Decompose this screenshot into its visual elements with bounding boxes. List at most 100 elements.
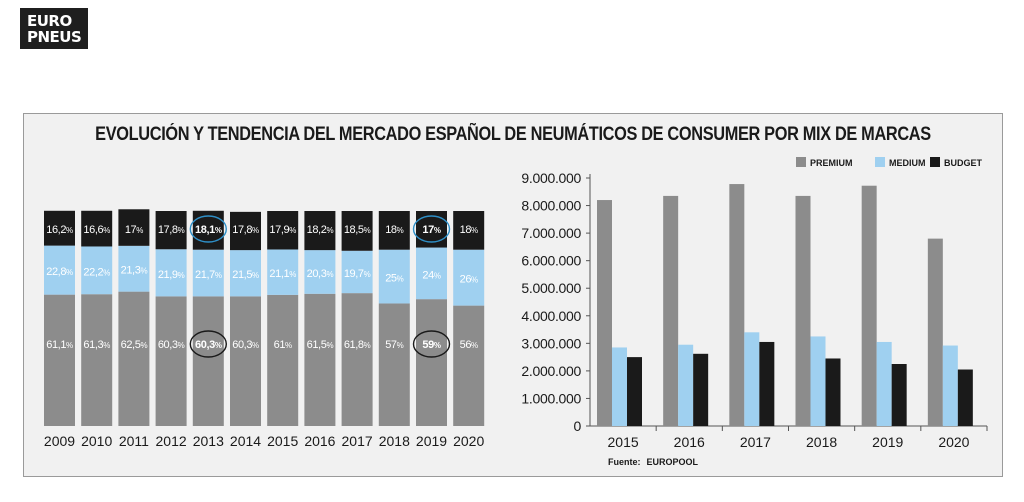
bar-medium-2020 bbox=[942, 345, 958, 426]
segment-premium-2012 bbox=[155, 296, 187, 426]
y-tick-label: 3.000.000 bbox=[521, 335, 581, 351]
segment-premium-2013 bbox=[192, 296, 224, 426]
highlight-ring-premium-2019 bbox=[412, 330, 451, 358]
label-budget-2009: 16,2% bbox=[46, 224, 73, 236]
bar-2017: 61,8% 19,7% 18,5% 2017 bbox=[342, 211, 373, 449]
label-budget-2018: 18% bbox=[385, 224, 403, 236]
segment-premium-2010 bbox=[81, 294, 113, 426]
logo-line-2: PNEUS bbox=[27, 28, 82, 46]
label-premium-2009: 61,1% bbox=[46, 339, 73, 351]
y-tick-label: 2.000.000 bbox=[521, 363, 581, 379]
label-medium-2010: 22,2% bbox=[83, 266, 110, 278]
y-tick-label: 4.000.000 bbox=[521, 308, 581, 324]
segment-budget-2011 bbox=[118, 209, 150, 246]
segment-budget-2009 bbox=[44, 210, 75, 246]
legend-label-premium: PREMIUM bbox=[810, 158, 853, 168]
bar-medium-2017 bbox=[744, 332, 760, 426]
segment-medium-2014 bbox=[230, 250, 261, 297]
label-budget-2019: 17% bbox=[422, 224, 440, 236]
bar-medium-2019 bbox=[876, 341, 892, 426]
bar-2013: 60,3% 21,7% 18,1% 2013 bbox=[189, 210, 228, 449]
label-premium-2018: 57% bbox=[385, 339, 403, 351]
segment-budget-2016 bbox=[304, 211, 336, 251]
highlight-ring-premium-2013 bbox=[189, 330, 228, 358]
x-tick-2013: 2013 bbox=[193, 433, 224, 449]
segment-premium-2017 bbox=[341, 293, 373, 426]
label-medium-2011: 21,3% bbox=[121, 265, 148, 277]
segment-medium-2012 bbox=[155, 249, 187, 297]
bar-medium-2016 bbox=[678, 344, 694, 426]
legend-swatch-budget bbox=[930, 157, 940, 167]
highlight-ring-budget-2013 bbox=[189, 215, 228, 243]
label-medium-2014: 21,5% bbox=[232, 269, 259, 281]
x-tick-2010: 2010 bbox=[81, 433, 112, 449]
stacked-share-chart: 61,1% 22,8% 16,2% 2009 61,3% 22,2% 16,6% 2010 62… bbox=[44, 209, 484, 449]
y-tick-label: 8.000.000 bbox=[521, 198, 581, 214]
bar-premium-2016 bbox=[663, 195, 679, 426]
segment-medium-2018 bbox=[378, 249, 410, 304]
segment-premium-2014 bbox=[230, 296, 261, 426]
y-tick-label: 0 bbox=[574, 418, 582, 434]
group-2020: 2020 bbox=[920, 238, 973, 450]
label-budget-2013: 18,1% bbox=[195, 224, 222, 236]
x-tick-2015: 2015 bbox=[267, 433, 298, 449]
label-budget-2017: 18,5% bbox=[344, 224, 371, 236]
y-tick-label: 7.000.000 bbox=[521, 225, 581, 241]
label-medium-2020: 26% bbox=[460, 274, 478, 286]
segment-medium-2015 bbox=[267, 249, 299, 295]
label-budget-2014: 17,8% bbox=[232, 224, 259, 236]
label-premium-2014: 60,3% bbox=[232, 339, 259, 351]
bar-2015: 61% 21,1% 17,9% 2015 bbox=[267, 211, 298, 449]
segment-budget-2013 bbox=[192, 210, 224, 250]
y-tick-label: 9.000.000 bbox=[521, 170, 581, 186]
bar-2016: 61,5% 20,3% 18,2% 2016 bbox=[304, 211, 336, 449]
label-medium-2016: 20,3% bbox=[307, 268, 334, 280]
segment-budget-2020 bbox=[453, 211, 485, 250]
segment-premium-2018 bbox=[378, 303, 410, 426]
legend-label-budget: BUDGET bbox=[944, 158, 983, 168]
source-note: Fuente: EUROPOOL bbox=[608, 457, 698, 467]
bar-budget-2019 bbox=[891, 364, 907, 426]
group-2019: 2019 bbox=[854, 185, 907, 450]
x-tick-2012: 2012 bbox=[156, 433, 187, 449]
x-tick-2017: 2017 bbox=[342, 433, 373, 449]
label-premium-2017: 61,8% bbox=[344, 339, 371, 351]
x-tick-2016: 2016 bbox=[674, 434, 705, 450]
legend: PREMIUM MEDIUM BUDGET bbox=[796, 157, 983, 168]
label-medium-2019: 24% bbox=[422, 269, 440, 281]
segment-budget-2012 bbox=[155, 211, 187, 250]
segment-budget-2018 bbox=[378, 211, 410, 250]
group-2018: 2018 bbox=[788, 195, 841, 450]
logo-line-1: EURO bbox=[27, 12, 72, 30]
label-premium-2010: 61,3% bbox=[83, 339, 110, 351]
bar-2020: 56% 26% 18% 2020 bbox=[453, 211, 484, 449]
bar-premium-2015 bbox=[597, 200, 612, 426]
x-tick-2019: 2019 bbox=[872, 434, 903, 450]
y-tick-label: 5.000.000 bbox=[521, 280, 581, 296]
bar-medium-2015 bbox=[612, 347, 627, 426]
x-tick-2009: 2009 bbox=[44, 433, 75, 449]
label-medium-2018: 25% bbox=[385, 273, 403, 285]
bar-premium-2018 bbox=[795, 195, 811, 426]
label-budget-2015: 17,9% bbox=[269, 224, 296, 236]
segment-premium-2020 bbox=[453, 305, 485, 426]
label-budget-2010: 16,6% bbox=[83, 224, 110, 236]
segment-medium-2011 bbox=[118, 245, 150, 292]
y-tick-label: 6.000.000 bbox=[521, 253, 581, 269]
label-premium-2020: 56% bbox=[460, 339, 478, 351]
segment-premium-2009 bbox=[44, 294, 75, 426]
y-tick-label: 1.000.000 bbox=[521, 390, 581, 406]
segment-medium-2019 bbox=[416, 247, 447, 300]
source-value: EUROPOOL bbox=[646, 457, 699, 467]
x-tick-2018: 2018 bbox=[379, 433, 410, 449]
x-tick-2020: 2020 bbox=[453, 433, 484, 449]
charts-canvas: 61,1% 22,8% 16,2% 2009 61,3% 22,2% 16,6% 2010 62… bbox=[44, 157, 988, 450]
bar-2014: 60,3% 21,5% 17,8% 2014 bbox=[230, 211, 261, 449]
segment-budget-2010 bbox=[81, 210, 113, 247]
segment-premium-2015 bbox=[267, 294, 299, 426]
label-premium-2011: 62,5% bbox=[121, 339, 148, 351]
bar-budget-2017 bbox=[759, 341, 775, 426]
group-2016: 2016 bbox=[655, 195, 709, 450]
segment-medium-2017 bbox=[341, 250, 373, 294]
label-premium-2012: 60,3% bbox=[158, 339, 185, 351]
